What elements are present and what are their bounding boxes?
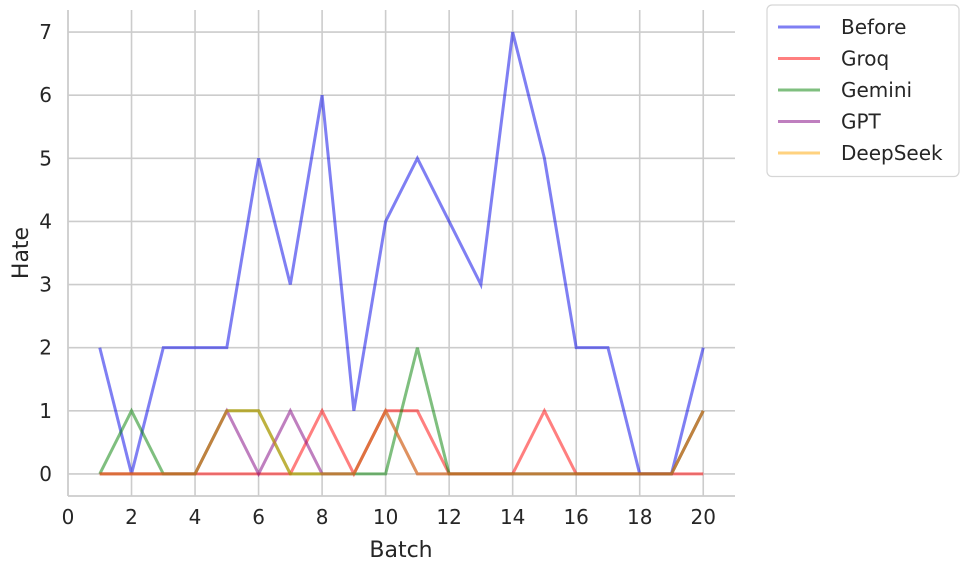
legend-label-gpt: GPT: [841, 110, 882, 134]
legend-label-before: Before: [841, 15, 906, 39]
x-tick-label: 10: [373, 505, 398, 529]
y-tick-label: 4: [39, 209, 52, 233]
y-tick-label: 7: [39, 20, 52, 44]
x-tick-label: 12: [436, 505, 461, 529]
x-tick-label: 8: [316, 505, 329, 529]
legend-label-deepseek: DeepSeek: [841, 141, 943, 165]
x-tick-label: 4: [189, 505, 202, 529]
legend: Before Groq Gemini GPT DeepSeek: [766, 4, 960, 178]
series-line-deepseek: [99, 407, 705, 476]
x-tick-label: 0: [62, 505, 75, 529]
x-tick-label: 2: [125, 505, 138, 529]
y-axis-title: Hate: [9, 227, 34, 279]
y-tick-label: 1: [39, 399, 52, 423]
x-tick-label: 16: [563, 505, 588, 529]
y-tick-label: 6: [39, 83, 52, 107]
x-tick-label: 14: [500, 505, 525, 529]
y-tick-label: 3: [39, 273, 52, 297]
x-tick-label: 20: [691, 505, 716, 529]
legend-box: [766, 4, 960, 178]
x-axis-title: Batch: [369, 538, 432, 563]
series-line-before: [98, 31, 705, 476]
axes: [67, 10, 735, 497]
x-tick-label: 6: [252, 505, 265, 529]
grid-lines: [68, 10, 735, 496]
y-tick-label: 0: [39, 462, 52, 486]
series-lines: [98, 31, 705, 478]
y-tick-label: 2: [39, 336, 52, 360]
y-tick-label: 5: [39, 146, 52, 170]
legend-label-gemini: Gemini: [841, 78, 912, 102]
x-tick-label: 18: [627, 505, 652, 529]
legend-label-groq: Groq: [841, 47, 889, 71]
